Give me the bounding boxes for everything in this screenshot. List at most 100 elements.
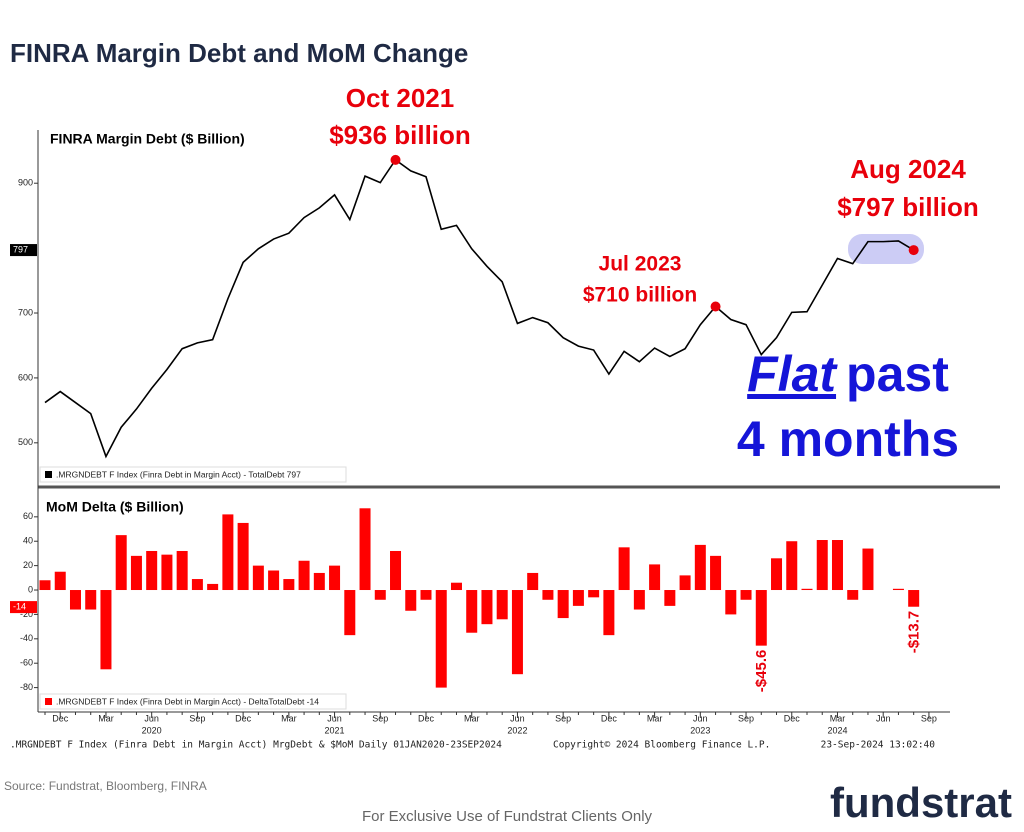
bar [572,590,584,606]
y-tick-label: -40 [20,633,33,643]
y-tick-label: 0 [28,584,33,594]
bar [39,580,51,591]
bar [405,590,417,611]
annotation: $936 billion [329,120,471,150]
bar [268,570,280,591]
x-tick-label: Sep [738,713,754,723]
bar [649,564,661,591]
bar [603,590,615,636]
line [44,158,915,459]
bar [862,548,874,591]
legend-box [39,466,347,483]
bar [511,590,523,675]
x-tick-label: Mar [647,713,663,723]
bar [420,590,432,600]
x-tick-label: Jun [510,713,525,723]
bar [115,535,127,591]
y-tick-label: -60 [20,658,33,668]
bar [694,544,706,591]
bloomberg-timestamp: 23-Sep-2024 13:02:40 [821,740,936,751]
legend: .MRGNDEBT F Index (Finra Debt in Margin … [39,466,347,483]
x-tick-label: Sep [555,713,571,723]
bar [359,508,371,591]
highlight-dot [908,245,919,256]
bar [374,590,386,600]
bar [54,571,66,591]
bar [146,550,158,591]
callout-line1: Flat past [747,346,949,402]
bar [344,590,356,636]
legend: .MRGNDEBT F Index (Finra Debt in Margin … [39,693,347,710]
bar [237,522,249,591]
annotation: $797 billion [837,192,979,222]
x-tick-label: Dec [784,713,801,723]
bar [588,590,600,598]
value-label: -$13.7 [906,611,923,654]
annotation: Oct 2021 [346,83,454,113]
x-year-label: 2023 [690,725,710,735]
y-tick-label: -20 [20,609,33,619]
x-tick-label: Mar [464,713,480,723]
bar [390,550,402,591]
y-tick-label: 900 [18,178,33,188]
legend-box [39,693,347,710]
x-tick-label: Dec [601,713,618,723]
bar [329,565,341,591]
bloomberg-description: .MRGNDEBT F Index (Finra Debt in Margin … [10,740,502,751]
bar [176,550,188,591]
bar [496,590,508,620]
bar [283,579,295,591]
annotation: Aug 2024 [850,154,966,184]
bar [298,560,310,591]
x-year-label: 2024 [827,725,847,735]
x-year-label: 2021 [325,725,345,735]
annotation: Jul 2023 [599,253,682,276]
callout: Flat past 4 months [737,346,959,467]
last-value-box [10,244,37,257]
footer: For Exclusive Use of Fundstrat Clients O… [362,808,653,825]
x-tick-label: Dec [418,713,435,723]
bar [771,558,783,591]
legend-label: .MRGNDEBT F Index (Finra Debt in Margin … [56,696,319,706]
y-tick-label: 500 [18,437,33,447]
x-tick-label: Jun [693,713,708,723]
x-tick-label: Sep [921,713,937,723]
callout-rest: past [846,346,949,402]
bar [85,590,97,610]
annotation: $710 billion [583,284,697,307]
bloomberg-copyright: Copyright© 2024 Bloomberg Finance L.P. [553,740,770,751]
y-tick-label: 60 [23,511,33,521]
bar [450,582,462,591]
highlight-dot [710,301,721,312]
callout-emphasis: Flat [747,346,838,402]
bar [222,514,234,591]
x-tick-label: Mar [830,713,846,723]
bar [664,590,676,606]
bar [908,590,920,607]
legend-label: .MRGNDEBT F Index (Finra Debt in Margin … [56,469,301,479]
last-value-box [10,601,37,614]
bar [69,590,81,610]
bar [740,590,752,600]
legend-swatch [45,471,52,478]
x-year-label: 2020 [142,725,162,735]
x-year-label: 2022 [507,725,527,735]
bar [755,590,767,646]
x-tick-label: Jun [144,713,159,723]
bar [191,579,203,591]
bar [435,590,447,688]
bar [816,540,828,591]
x-tick-label: Sep [372,713,388,723]
y-tick-label: 20 [23,560,33,570]
bar [633,590,645,610]
bar [130,555,142,591]
highlight-dot [390,154,401,165]
highlight [848,234,924,264]
bar [786,541,798,591]
bar [725,590,737,615]
panel-title: MoM Delta ($ Billion) [46,499,184,515]
page-title: FINRA Margin Debt and MoM Change [10,38,468,68]
bar [542,590,554,600]
